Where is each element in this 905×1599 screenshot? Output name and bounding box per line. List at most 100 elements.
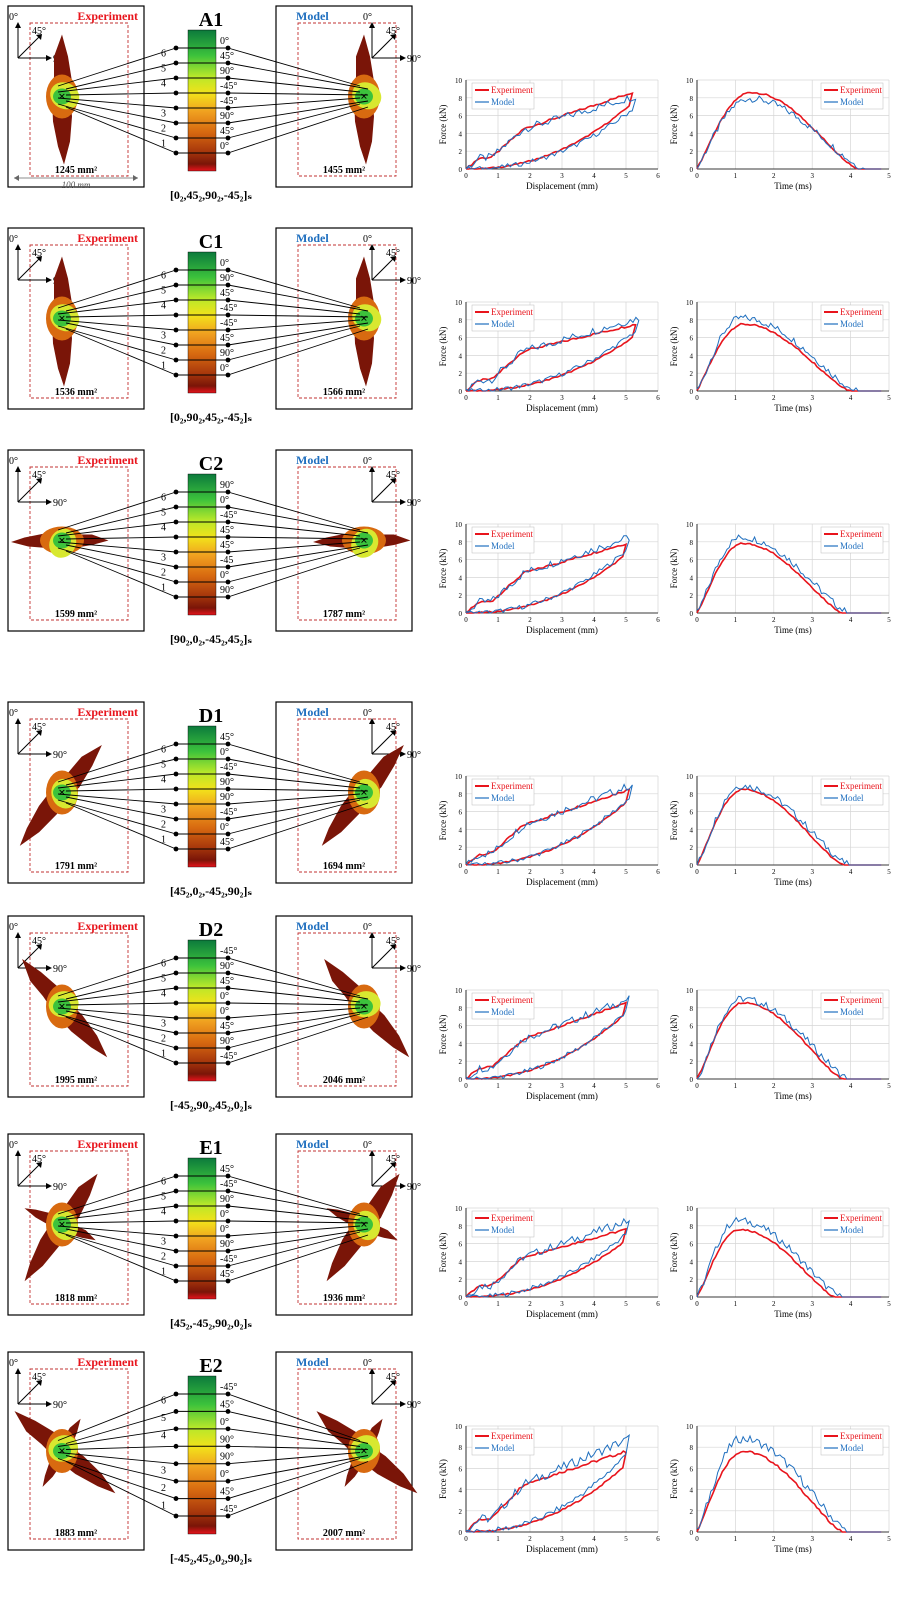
connector-line-experiment <box>65 1410 177 1444</box>
connector-line-model <box>227 796 369 820</box>
tick-label-x: 5 <box>887 1535 891 1543</box>
x-axis-label: Time (ms) <box>774 877 811 887</box>
arrowhead-icon <box>400 499 406 505</box>
specimen-outline-dashed <box>29 1150 129 1305</box>
connector-line-model <box>227 328 369 376</box>
experiment-title: Experiment <box>77 705 138 719</box>
experiment-title: Experiment <box>77 231 138 245</box>
ply-angle-label: -45° <box>220 81 237 92</box>
tick-label-y: 4 <box>459 1258 463 1266</box>
orientation-45-arrow <box>371 945 395 969</box>
orientation-45-label: 45° <box>386 26 400 37</box>
ply-colorbar <box>187 1157 217 1300</box>
experiment-title: Experiment <box>77 1355 138 1369</box>
connector-line-model <box>227 62 369 90</box>
tick-label-x: 2 <box>528 1300 532 1308</box>
damage-zone-core <box>355 784 373 801</box>
orientation-90-label: 90° <box>53 1400 67 1411</box>
specimen-id: E2 <box>199 1355 222 1377</box>
tick-label-y: 2 <box>690 370 694 378</box>
tick-label-x: 5 <box>887 1300 891 1308</box>
orientation-90-label: 90° <box>407 276 421 287</box>
arrowhead-icon <box>15 1368 21 1374</box>
specimen-id: D1 <box>199 705 223 727</box>
tick-label-y: 0 <box>690 1076 694 1084</box>
interface-number: 5 <box>161 64 166 75</box>
tick-label-x: 5 <box>624 1300 628 1308</box>
arrowhead-icon <box>36 256 42 262</box>
orientation-0-label: 0° <box>9 234 18 245</box>
interface-number: 6 <box>161 745 166 756</box>
connector-line-model <box>227 319 361 331</box>
arrowhead-icon <box>36 1380 42 1386</box>
damage-zone-core <box>355 1216 373 1233</box>
interface-number: 4 <box>161 989 166 1000</box>
tick-label-x: 4 <box>849 616 853 624</box>
interface-number: 3 <box>161 1237 166 1248</box>
x-axis-label: Displacement (mm) <box>526 877 598 887</box>
orientation-0-label: 0° <box>363 1358 372 1369</box>
tick-label-x: 5 <box>624 394 628 402</box>
legend-label-model: Model <box>840 97 864 107</box>
tick-label-x: 2 <box>772 616 776 624</box>
tick-label-x: 0 <box>464 616 468 624</box>
tick-label-y: 8 <box>459 791 463 799</box>
connector-line-experiment <box>65 1010 177 1034</box>
legend-label-experiment: Experiment <box>840 85 882 95</box>
ply-colorbar <box>187 473 217 616</box>
series-line-model <box>696 1216 882 1298</box>
force-displacement-chart-d2: 0 2 4 6 8 10 0 1 2 3 4 5 6 Displacement (mm) Force (kN… <box>438 987 660 1101</box>
arrowhead-icon <box>400 55 406 61</box>
arrowhead-icon <box>390 478 396 484</box>
ply-angle-label: -45° <box>220 1254 237 1265</box>
tick-label-x: 3 <box>560 394 564 402</box>
tick-label-y: 6 <box>690 1465 694 1473</box>
tick-label-x: 3 <box>810 868 814 876</box>
legend-box <box>471 778 535 806</box>
force-time-chart-d2: 0 2 4 6 8 10 0 1 2 3 4 5 Time (ms) Force (kN) Experime… <box>669 987 891 1101</box>
orientation-0-label: 0° <box>9 1140 18 1151</box>
connector-line-model <box>227 1458 361 1500</box>
connector-line-model <box>227 521 361 537</box>
tick-label-x: 4 <box>849 1300 853 1308</box>
arrowhead-icon <box>369 718 375 724</box>
connector-line-experiment <box>57 957 177 997</box>
specimen-outline-dashed <box>29 244 129 399</box>
arrowhead-icon <box>400 751 406 757</box>
connector-line-model <box>227 743 361 783</box>
legend-box <box>820 304 884 332</box>
tick-label-x: 1 <box>734 616 738 624</box>
ply-angle-label: 45° <box>220 333 234 344</box>
tick-label-y: 10 <box>686 987 694 995</box>
connector-line-experiment <box>57 1175 177 1215</box>
tick-label-y: 0 <box>459 388 463 396</box>
orientation-90-label: 90° <box>53 964 67 975</box>
tick-label-y: 10 <box>686 773 694 781</box>
interface-number: 1 <box>161 361 166 372</box>
orientation-90-label: 90° <box>53 1182 67 1193</box>
force-displacement-chart-e2: 0 2 4 6 8 10 0 1 2 3 4 5 6 Displacement (mm) Force (kN… <box>438 1423 660 1554</box>
tick-label-y: 8 <box>690 791 694 799</box>
orientation-0-label: 0° <box>9 922 18 933</box>
legend-box <box>471 1428 535 1456</box>
tick-label-y: 4 <box>459 1487 463 1495</box>
arrowhead-icon <box>390 944 396 950</box>
y-axis-label: Force (kN) <box>669 1233 679 1273</box>
tick-label-y: 10 <box>686 77 694 85</box>
ply-angle-label: 45° <box>220 837 234 848</box>
connector-line-model <box>227 1452 361 1465</box>
ply-angle-label: -45° <box>220 1179 237 1190</box>
tick-label-x: 3 <box>810 394 814 402</box>
tick-label-x: 3 <box>560 616 564 624</box>
tick-label-x: 5 <box>624 616 628 624</box>
interface-number: 5 <box>161 1192 166 1203</box>
y-axis-label: Force (kN) <box>669 801 679 841</box>
arrowhead-icon <box>400 1183 406 1189</box>
experiment-title: Experiment <box>77 919 138 933</box>
tick-label-y: 8 <box>459 539 463 547</box>
damage-zone-core <box>355 88 373 105</box>
tick-label-x: 2 <box>772 1082 776 1090</box>
tick-label-y: 2 <box>690 1508 694 1516</box>
ply-angle-label: 45° <box>220 540 234 551</box>
orientation-45-arrow <box>371 257 395 281</box>
